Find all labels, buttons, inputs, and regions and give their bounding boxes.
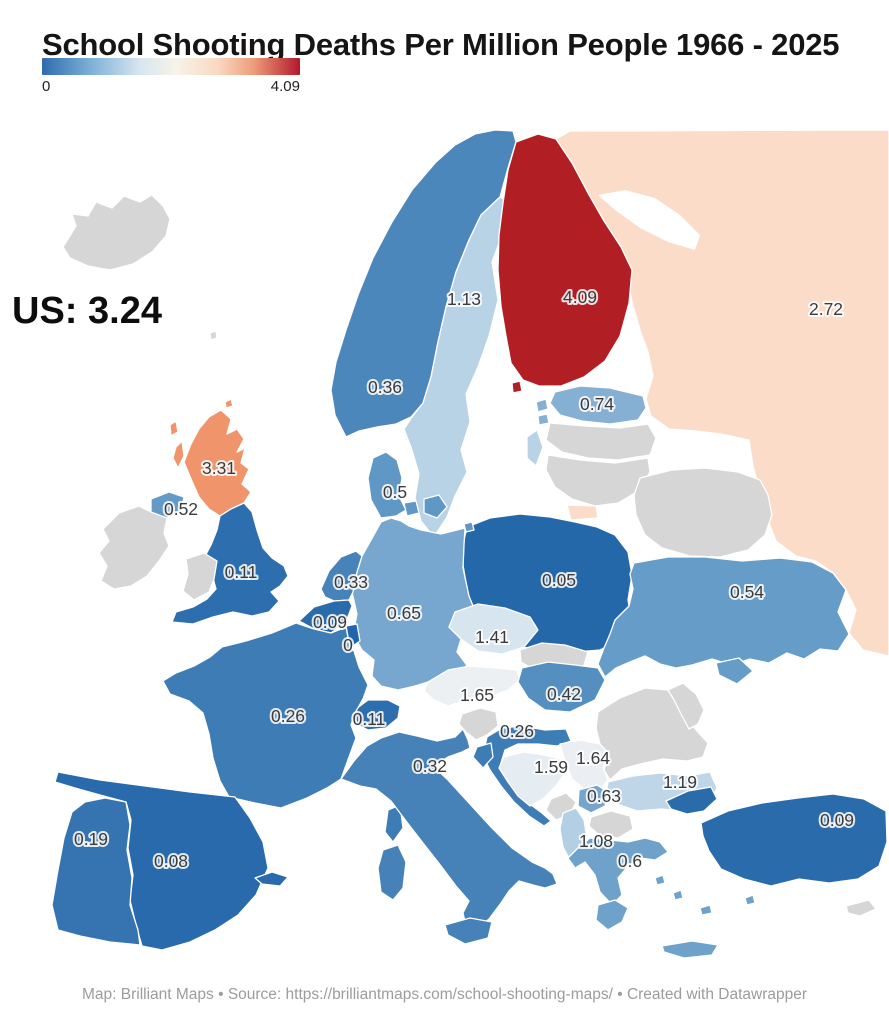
island-aland[interactable] [511,380,523,394]
value-label-albania: 1.08 [579,831,613,851]
country-denmark[interactable] [367,451,407,519]
country-bosnia[interactable] [498,751,567,807]
country-serbia[interactable] [559,739,610,792]
value-label-estonia: 0.74 [580,394,614,414]
attribution-footer: Map: Brilliant Maps • Source: https://br… [81,986,808,1003]
value-label-austria: 1.65 [460,685,494,705]
legend-gradient-bar [42,58,300,75]
greece-islands[interactable] [654,874,756,959]
country-italy[interactable] [340,728,558,930]
country-germany[interactable] [351,517,479,701]
value-label-italy: 0.32 [413,756,447,776]
map-container: 0.36 1.13 4.09 2.72 0.74 0.05 0.65 0.5 0.33 0.09 0… [0,129,889,975]
country-northern-ireland[interactable] [150,491,185,519]
value-label-germany: 0.65 [387,603,421,623]
value-label-sweden: 1.13 [447,289,481,309]
value-label-turkey: 0.09 [820,810,854,830]
value-label-france: 0.26 [271,706,305,726]
scotland-islands[interactable] [169,398,234,469]
value-label-portugal: 0.19 [74,829,108,849]
legend-min-label: 0 [42,78,51,95]
country-latvia[interactable] [545,422,657,461]
country-finland[interactable] [497,133,633,387]
country-france[interactable] [162,622,369,809]
map-labels: 0.36 1.13 4.09 2.72 0.74 0.05 0.65 0.5 0.33 0.09 0… [72,285,856,873]
country-sweden[interactable] [403,196,509,538]
country-kosovo[interactable] [577,784,609,814]
value-label-hungary: 0.42 [547,684,581,704]
country-switzerland[interactable] [351,699,401,731]
country-faroe[interactable] [209,330,218,341]
country-ireland[interactable] [98,505,170,590]
country-ukraine[interactable] [597,556,850,678]
country-belarus[interactable] [633,467,773,558]
map-countries [51,129,889,959]
estonia-islands[interactable] [535,398,550,426]
page-title: School Shooting Deaths Per Million Peopl… [42,26,840,62]
country-lithuania[interactable] [545,454,651,507]
value-label-switzerland: 0.11 [353,709,386,729]
island-sicily[interactable] [444,917,493,945]
value-label-scotland: 3.31 [202,458,236,478]
value-label-luxembourg: 0 [343,635,353,655]
us-value-annotation: US: 3.24 [12,290,162,332]
legend-labels: 0 4.09 [42,78,300,95]
value-label-denmark: 0.5 [383,482,407,502]
value-label-northern-ireland: 0.52 [164,499,198,519]
denmark-islands[interactable] [403,494,475,533]
country-scotland[interactable] [183,409,252,517]
turkey-thrace[interactable] [665,786,718,815]
value-label-poland: 0.05 [542,570,576,590]
legend-max-label: 4.09 [270,78,300,95]
color-legend: 0 4.09 [42,58,300,95]
value-label-norway: 0.36 [368,377,402,397]
country-kaliningrad[interactable] [566,504,599,521]
value-label-spain: 0.08 [154,851,188,871]
value-label-england: 0.11 [225,562,258,582]
value-label-netherlands: 0.33 [334,572,368,592]
country-moldova[interactable] [667,682,705,730]
island-gotland[interactable] [526,429,544,467]
country-netherlands[interactable] [320,550,363,602]
greece-peloponnese[interactable] [595,899,629,931]
country-portugal[interactable] [51,797,141,946]
island-sardinia[interactable] [377,844,407,901]
value-label-czechia: 1.41 [475,627,509,647]
value-label-belgium: 0.09 [313,612,347,632]
country-austria[interactable] [423,665,521,707]
country-north-macedonia[interactable] [588,810,634,839]
value-label-serbia: 1.64 [576,748,610,768]
value-label-russia: 2.72 [809,299,843,319]
country-hungary[interactable] [517,661,606,713]
country-estonia[interactable] [549,385,647,425]
value-label-kosovo: 0.63 [587,786,621,806]
country-czechia[interactable] [448,603,539,655]
country-slovenia[interactable] [458,707,499,741]
value-label-ukraine: 0.54 [730,582,764,602]
value-label-bosnia-herzegovina: 1.59 [534,757,568,777]
islands-balearic[interactable] [254,871,289,887]
ukraine-crimea[interactable] [715,657,754,685]
value-label-greece: 0.6 [618,851,642,871]
value-label-bulgaria: 1.19 [663,772,697,792]
europe-map: 0.36 1.13 4.09 2.72 0.74 0.05 0.65 0.5 0.33 0.09 0… [51,129,889,959]
croatia-istria[interactable] [472,742,494,769]
country-greece[interactable] [567,837,669,906]
white-sea [598,190,700,250]
value-label-finland: 4.09 [563,287,597,307]
country-turkey[interactable] [700,793,888,887]
country-wales[interactable] [182,552,218,601]
value-label-croatia: 0.26 [500,721,534,741]
country-iceland[interactable] [62,194,171,271]
country-cyprus[interactable] [845,899,877,917]
